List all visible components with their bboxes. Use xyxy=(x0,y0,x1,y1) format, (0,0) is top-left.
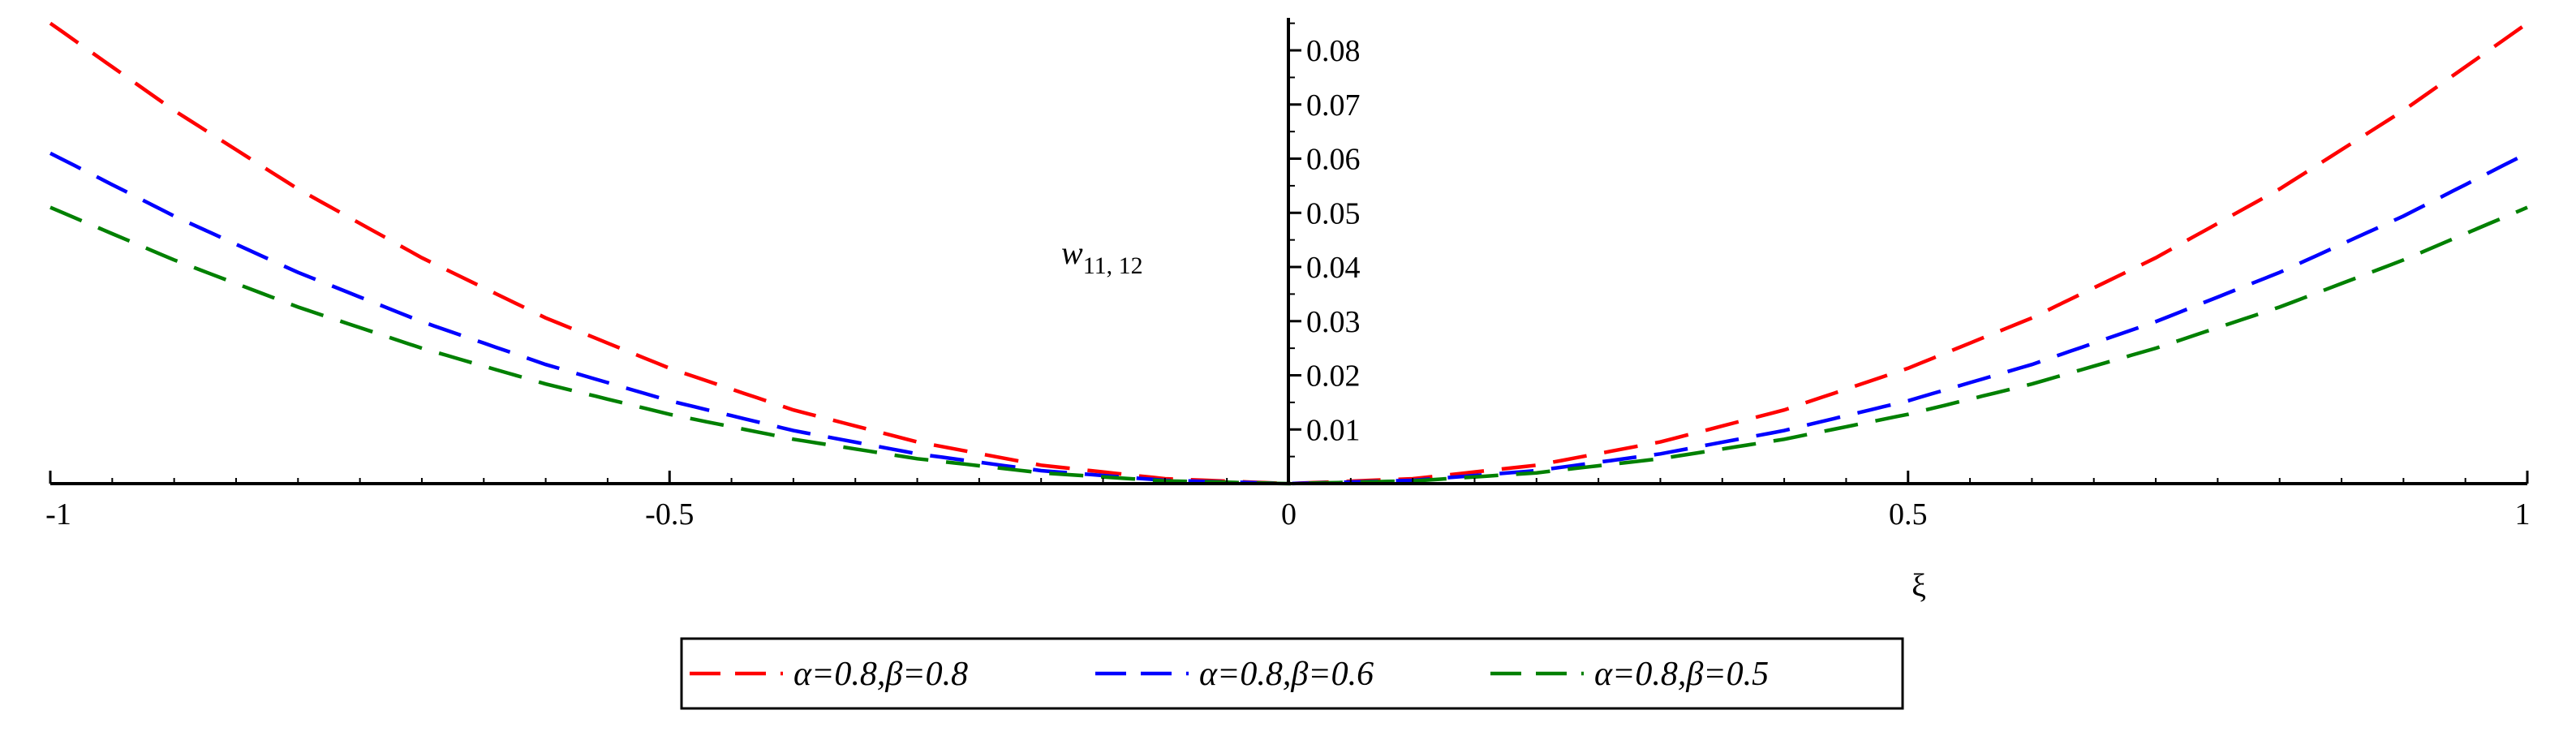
series-line-1 xyxy=(49,21,2529,486)
y-ticks: 0.01 0.02 0.03 0.04 0.05 0.06 0.07 0.08 xyxy=(1288,34,1361,447)
y-axis-label-main: w xyxy=(1061,235,1083,271)
x-ticks: -1 -0.5 0 0.5 1 xyxy=(45,471,2531,532)
x-tick-label: -1 xyxy=(45,497,71,532)
legend-box xyxy=(680,637,1904,710)
legend-label-2: α=0.8,β=0.6 xyxy=(1199,656,1374,693)
axes xyxy=(50,18,2527,485)
legend: α=0.8,β=0.8 α=0.8,β=0.6 α=0.8,β=0.5 xyxy=(680,637,1904,710)
x-tick-label: 0 xyxy=(1281,497,1297,532)
y-tick-label: 0.03 xyxy=(1306,305,1361,339)
x-minor-ticks xyxy=(111,478,2466,484)
x-axis-label: ξ xyxy=(1912,567,1926,604)
y-axis-label-subscript: 11, 12 xyxy=(1083,252,1143,279)
legend-label-3: α=0.8,β=0.5 xyxy=(1594,656,1769,693)
y-tick-label: 0.04 xyxy=(1306,251,1361,285)
y-tick-label: 0.08 xyxy=(1306,34,1361,68)
legend-label-1: α=0.8,β=0.8 xyxy=(793,656,968,693)
series-line-2 xyxy=(49,151,2529,486)
y-tick-label: 0.05 xyxy=(1306,196,1361,230)
y-axis-label: w11, 12 xyxy=(1061,235,1143,279)
y-tick-label: 0.02 xyxy=(1306,359,1361,394)
x-tick-label: 0.5 xyxy=(1889,497,1928,532)
y-minor-ticks xyxy=(1288,22,1295,458)
x-tick-label: -0.5 xyxy=(645,497,694,532)
y-tick-label: 0.01 xyxy=(1306,413,1361,447)
y-tick-label: 0.07 xyxy=(1306,88,1361,123)
y-tick-label: 0.06 xyxy=(1306,143,1361,177)
x-tick-label: 1 xyxy=(2515,497,2531,532)
